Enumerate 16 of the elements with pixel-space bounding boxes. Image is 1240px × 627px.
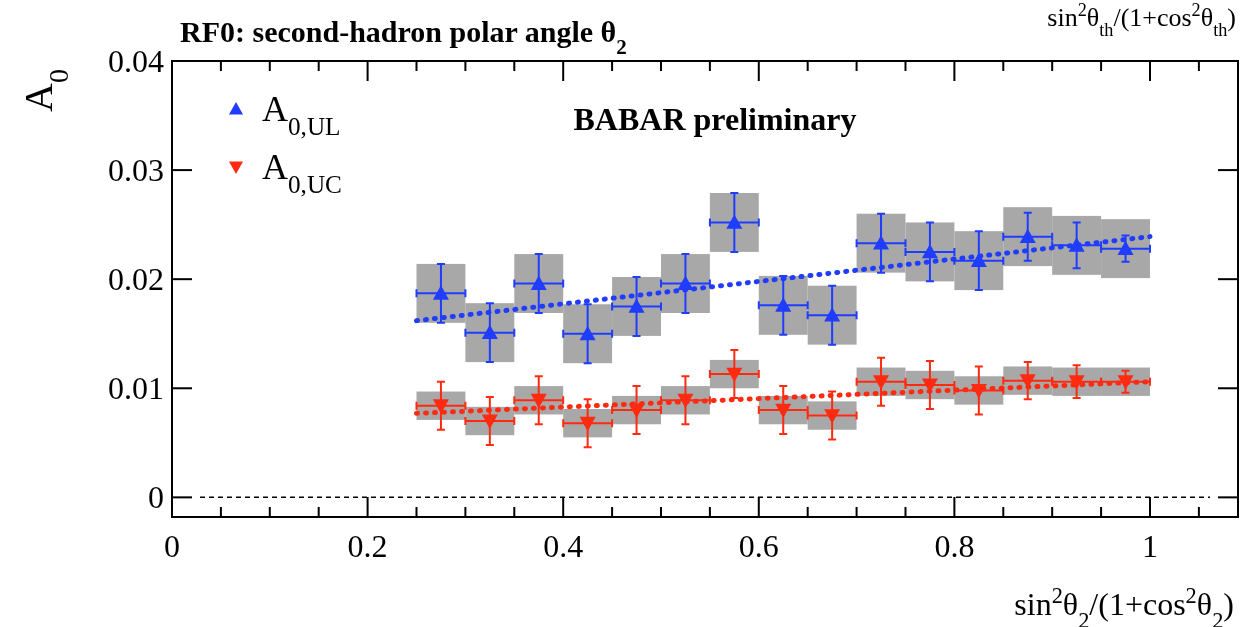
chart-title: RF0: second-hadron polar angle θ$_{2}$	[180, 15, 627, 59]
x-tick-label: 0.4	[543, 528, 584, 564]
annotation: BABAR preliminary	[573, 101, 857, 137]
legend-label: A$_{0,UC}$	[262, 147, 342, 198]
y-tick-label: 0.03	[108, 152, 164, 189]
legend-label: A$_{0,UL}$	[262, 89, 341, 140]
text: sin$^{2}$θ$_{th}$/(1+cos$^{2}$θ$_{th}$)	[1047, 0, 1236, 40]
y-tick-label: 0.04	[108, 43, 164, 79]
x-tick-label: 0.8	[934, 528, 975, 564]
y-tick-label: 0	[148, 479, 164, 516]
y-tick-label: 0.02	[108, 261, 164, 298]
x-tick-label: 1	[1141, 528, 1158, 564]
y-tick-label: 0.01	[108, 370, 164, 407]
text: sin$^{2}$θ$_{2}$/(1+cos$^{2}$θ$_{2}$)	[1014, 582, 1234, 627]
x-tick-label: 0.2	[347, 528, 388, 564]
x-tick-label: 0.6	[738, 528, 779, 564]
